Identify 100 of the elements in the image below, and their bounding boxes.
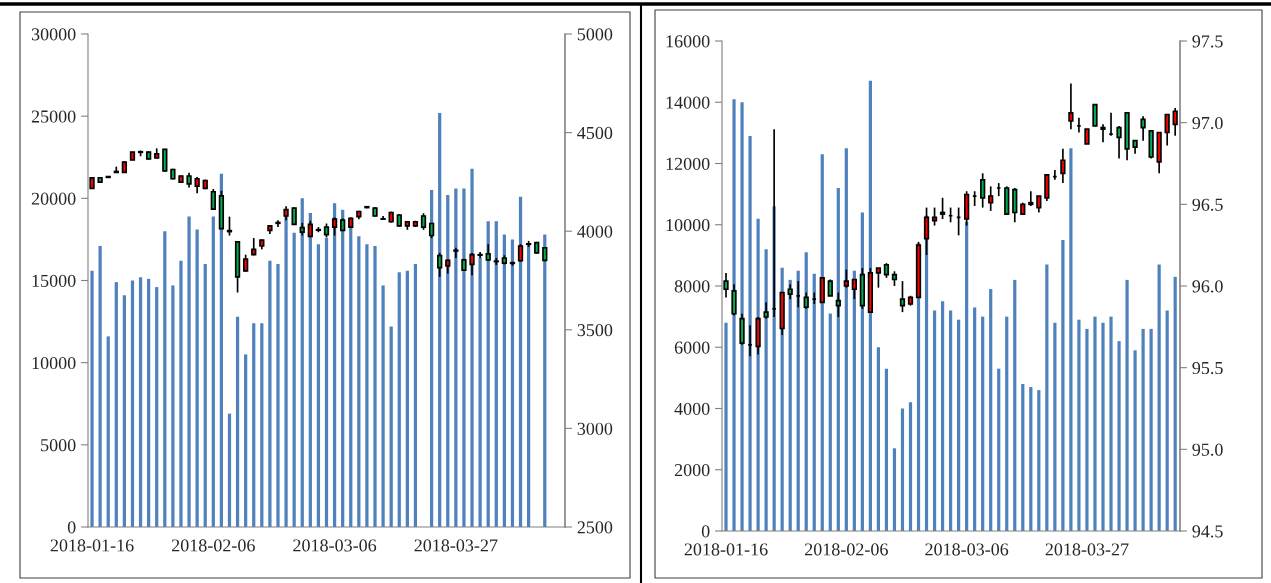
bar bbox=[1085, 328, 1089, 531]
y-tick-label: 6000 bbox=[674, 341, 710, 354]
y-tick-label: 25000 bbox=[31, 110, 76, 123]
bar bbox=[381, 285, 385, 527]
bar bbox=[1021, 384, 1025, 531]
y-tick-label: 14000 bbox=[666, 96, 710, 109]
bar bbox=[989, 289, 993, 531]
bar bbox=[114, 282, 118, 527]
candlestick bbox=[1060, 147, 1066, 184]
candlestick bbox=[980, 172, 986, 209]
bar bbox=[235, 316, 240, 527]
bar bbox=[788, 279, 792, 531]
bar bbox=[462, 188, 466, 527]
bar bbox=[349, 226, 353, 527]
y2-tick-label: 97.0 bbox=[1192, 116, 1223, 130]
bar bbox=[260, 323, 264, 527]
candlestick bbox=[210, 188, 216, 211]
bar bbox=[244, 354, 248, 527]
y-tick-label: 0 bbox=[701, 525, 710, 538]
bar bbox=[852, 270, 856, 531]
bar bbox=[1045, 264, 1049, 531]
bar bbox=[268, 260, 272, 527]
candlestick bbox=[1044, 174, 1050, 202]
bar bbox=[518, 196, 523, 527]
bar bbox=[1141, 328, 1145, 531]
bar bbox=[405, 270, 409, 527]
y-tick-label: 30000 bbox=[31, 28, 76, 41]
bar bbox=[1013, 279, 1017, 531]
bar bbox=[1037, 390, 1041, 531]
candlestick bbox=[1012, 187, 1018, 224]
candlestick bbox=[469, 252, 475, 277]
y-tick-label: 15000 bbox=[32, 274, 76, 287]
y2-tick-label: 97.5 bbox=[1192, 35, 1223, 48]
bar bbox=[365, 244, 369, 527]
bar bbox=[764, 249, 768, 531]
bar bbox=[1061, 240, 1065, 531]
bar bbox=[828, 313, 832, 531]
bar bbox=[997, 368, 1001, 531]
bar bbox=[486, 221, 490, 527]
bar bbox=[932, 310, 937, 531]
y2-tick-label: 2500 bbox=[577, 521, 613, 534]
bar bbox=[1173, 276, 1177, 531]
y-tick-label: 5000 bbox=[41, 439, 76, 452]
bar bbox=[227, 413, 232, 527]
y2-tick-label: 5000 bbox=[577, 28, 613, 41]
bar bbox=[732, 99, 736, 531]
bar bbox=[1029, 387, 1033, 531]
bar bbox=[836, 188, 840, 531]
candlestick bbox=[939, 196, 946, 220]
bar bbox=[527, 244, 531, 527]
candlestick bbox=[437, 252, 443, 278]
candlestick bbox=[851, 278, 857, 300]
bar bbox=[389, 326, 393, 527]
bar bbox=[138, 277, 143, 527]
y2-tick-label: 3500 bbox=[577, 324, 613, 337]
bar bbox=[470, 168, 474, 527]
bar bbox=[900, 408, 905, 531]
candlestick bbox=[1172, 107, 1178, 137]
y2-tick-label: 3000 bbox=[577, 422, 613, 435]
bar bbox=[1077, 319, 1081, 531]
bar bbox=[948, 310, 953, 531]
bar bbox=[1133, 350, 1137, 531]
bar bbox=[973, 307, 977, 531]
bar bbox=[155, 287, 159, 527]
y2-tick-label: 95.5 bbox=[1192, 361, 1223, 375]
y-tick-label: 10000 bbox=[32, 356, 76, 370]
candlestick bbox=[923, 206, 930, 256]
bar bbox=[1093, 316, 1097, 531]
candlestick bbox=[1092, 103, 1098, 127]
bar bbox=[1117, 341, 1121, 531]
bar bbox=[308, 213, 312, 527]
candlestick bbox=[1140, 115, 1146, 142]
bar bbox=[373, 245, 377, 527]
x-tick-label: 2018-03-06 bbox=[925, 543, 1009, 556]
bar bbox=[316, 244, 321, 527]
bar bbox=[454, 188, 458, 527]
bar bbox=[502, 234, 506, 527]
x-tick-label: 2018-02-06 bbox=[805, 543, 888, 556]
bar bbox=[171, 285, 175, 527]
bar bbox=[820, 154, 824, 531]
bar bbox=[884, 368, 889, 531]
bar bbox=[543, 234, 547, 527]
bar bbox=[756, 218, 760, 531]
bar bbox=[276, 264, 280, 527]
bar bbox=[98, 245, 102, 527]
bar bbox=[1149, 328, 1153, 531]
candlestick bbox=[1028, 190, 1034, 207]
candlestick bbox=[723, 272, 729, 299]
candlestick bbox=[875, 267, 882, 289]
bar bbox=[147, 278, 151, 527]
bar bbox=[1053, 322, 1057, 531]
y2-tick-label: 96.5 bbox=[1192, 198, 1223, 211]
bar bbox=[332, 203, 337, 527]
bar bbox=[844, 148, 848, 531]
y2-tick-label: 95.0 bbox=[1192, 443, 1223, 456]
y-tick-label: 0 bbox=[67, 521, 76, 534]
bar bbox=[211, 216, 215, 527]
bar bbox=[812, 273, 816, 531]
bar bbox=[876, 347, 881, 531]
bar bbox=[748, 135, 752, 531]
